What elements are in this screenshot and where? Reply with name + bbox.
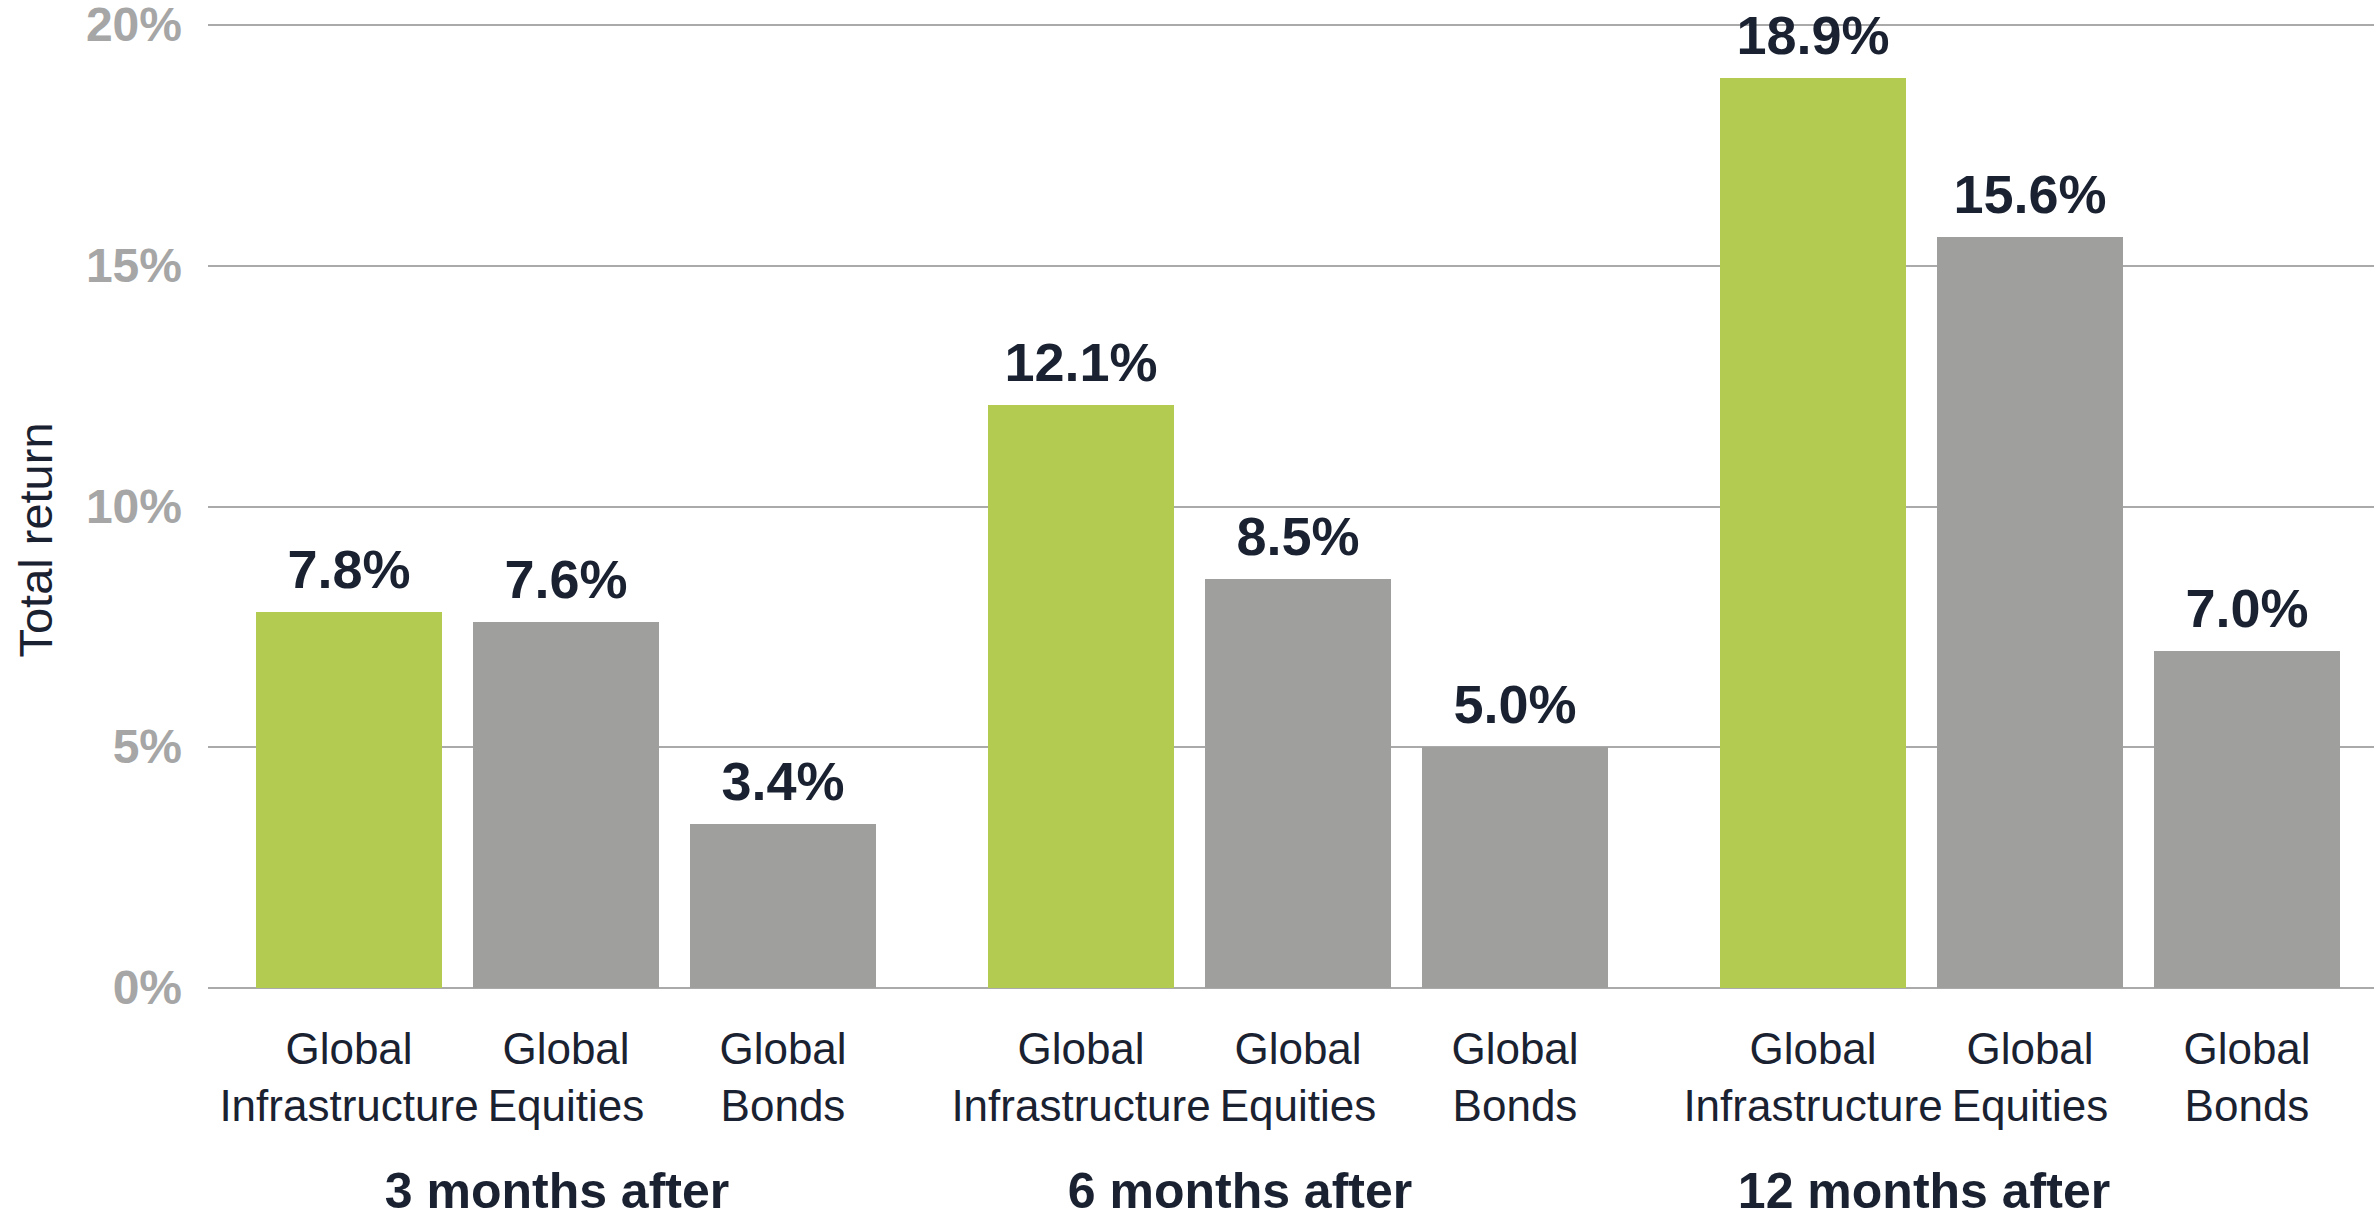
bar [1422,747,1608,988]
bar-value-label: 12.1% [921,331,1241,393]
bar-value-label: 3.4% [623,750,943,812]
y-tick-label: 0% [18,960,182,1016]
bar [1205,579,1391,988]
y-gridline [208,24,2374,26]
category-label: GlobalBonds [2077,1020,2374,1134]
category-label: GlobalBonds [613,1020,953,1134]
y-tick-label: 20% [18,0,182,53]
group-label: 6 months after [890,1164,1590,1218]
y-tick-label: 15% [18,238,182,294]
bar-value-label: 18.9% [1653,4,1973,66]
y-axis-title: Total return [7,380,65,700]
bar-chart: Total return 20%15%10%5%0% 7.8%GlobalInf… [0,0,2374,1220]
bar-value-label: 7.6% [406,548,726,610]
y-tick-label: 10% [18,479,182,535]
group-label: 12 months after [1574,1164,2274,1218]
bar-value-label: 7.0% [2087,577,2374,639]
category-label: GlobalBonds [1345,1020,1685,1134]
bar [2154,651,2340,988]
bar-value-label: 15.6% [1870,163,2190,225]
bar-value-label: 5.0% [1355,673,1675,735]
bar [256,612,442,988]
bar-value-label: 8.5% [1138,505,1458,567]
bar [988,405,1174,988]
y-tick-label: 5% [18,719,182,775]
group-label: 3 months after [207,1164,907,1218]
bar [690,824,876,988]
